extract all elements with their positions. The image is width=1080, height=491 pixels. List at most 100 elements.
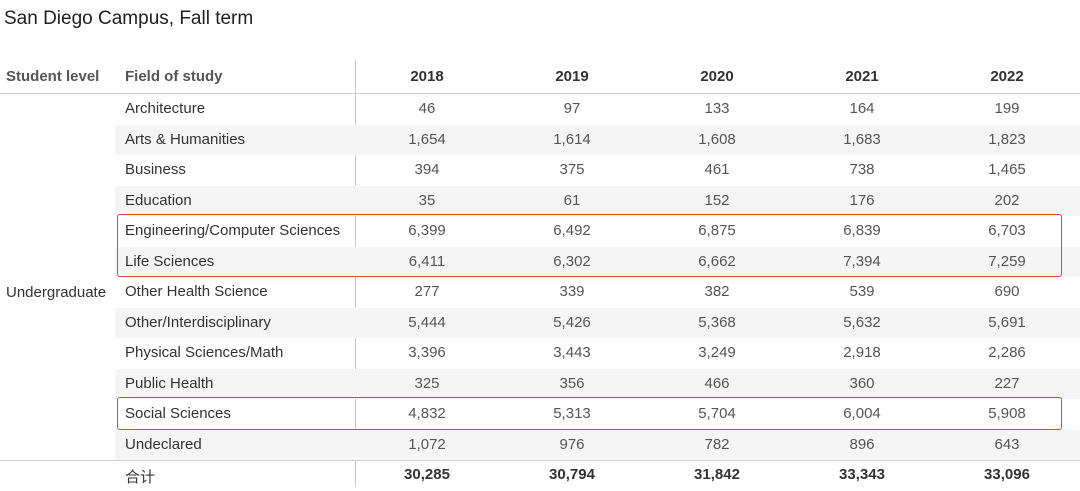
value-2021: 7,394 (843, 252, 881, 270)
value-2022: 643 (994, 435, 1020, 453)
total-divider (0, 460, 1080, 461)
table-row: Undeclared 1,072 976 782 896 643 (115, 429, 1080, 460)
table-row: Engineering/Computer Sciences 6,399 6,492 6… (115, 216, 1080, 247)
value-2021: 176 (849, 191, 875, 209)
value-2018: 325 (414, 374, 440, 392)
value-2022: 7,259 (988, 252, 1026, 270)
value-2019: 6,492 (553, 222, 591, 239)
value-2021: 539 (849, 283, 875, 300)
highlight-box (117, 397, 1062, 430)
value-2021: 738 (849, 161, 875, 178)
field-label: Life Sciences (125, 252, 215, 270)
value-2021: 1,683 (843, 130, 881, 148)
value-2021: 6,004 (843, 405, 881, 422)
value-2019: 97 (563, 100, 581, 117)
total-value-2019: 30,794 (549, 466, 595, 483)
value-2018: 5,444 (408, 313, 446, 331)
value-2019: 6,302 (553, 252, 591, 270)
value-2018: 46 (418, 100, 436, 117)
chart-title: San Diego Campus, Fall term (4, 8, 254, 29)
total-value-2020: 31,842 (694, 466, 740, 483)
value-2020: 1,608 (698, 130, 736, 148)
value-2020: 133 (704, 100, 730, 117)
value-2021: 164 (849, 100, 875, 117)
field-label: Public Health (125, 374, 214, 392)
value-2018: 4,832 (408, 405, 446, 422)
table-row: Life Sciences 6,411 6,302 6,662 7,394 7,259 (115, 246, 1080, 277)
total-value-2018: 30,285 (404, 466, 450, 483)
field-label: Physical Sciences/Math (125, 344, 284, 361)
value-2018: 3,396 (408, 344, 446, 361)
header-year-2018: 2018 (410, 68, 444, 85)
header-year-2021: 2021 (845, 68, 879, 85)
table-row: Education 35 61 152 176 202 (115, 185, 1080, 216)
value-2020: 3,249 (698, 344, 736, 361)
header-divider (0, 93, 1080, 94)
value-2020: 6,875 (698, 222, 736, 239)
value-2018: 1,072 (408, 435, 446, 453)
value-2021: 360 (849, 374, 875, 392)
table-row: Architecture 46 97 133 164 199 (115, 94, 1080, 125)
value-2022: 2,286 (988, 344, 1026, 361)
table-row: Physical Sciences/Math 3,396 3,443 3,249 2,9… (115, 338, 1080, 369)
value-2022: 202 (994, 191, 1020, 209)
table-row: Public Health 325 356 466 360 227 (115, 368, 1080, 399)
value-2018: 6,411 (408, 252, 446, 270)
value-2019: 3,443 (553, 344, 591, 361)
value-2018: 1,654 (408, 130, 446, 148)
table-row: Other Health Science 277 339 382 539 690 (115, 277, 1080, 308)
field-label: Education (125, 191, 192, 209)
value-2021: 2,918 (843, 344, 881, 361)
table-row: Business 394 375 461 738 1,465 (115, 155, 1080, 186)
field-label: Social Sciences (125, 405, 231, 422)
value-2020: 5,368 (698, 313, 736, 331)
value-2018: 6,399 (408, 222, 446, 239)
value-2022: 6,703 (988, 222, 1026, 239)
header-year-2020: 2020 (700, 68, 734, 85)
value-2022: 5,691 (988, 313, 1026, 331)
value-2019: 5,426 (553, 313, 591, 331)
student-level-undergraduate: Undergraduate (6, 284, 107, 301)
value-2020: 782 (704, 435, 730, 453)
total-value-2022: 33,096 (984, 466, 1030, 483)
value-2019: 5,313 (553, 405, 591, 422)
value-2020: 152 (704, 191, 730, 209)
value-2020: 382 (704, 283, 730, 300)
value-2019: 61 (563, 191, 581, 209)
value-2021: 896 (849, 435, 875, 453)
value-2021: 5,632 (843, 313, 881, 331)
field-label: Engineering/Computer Sciences (125, 222, 341, 239)
total-label: 合计 (125, 469, 156, 486)
value-2019: 375 (559, 161, 585, 178)
field-label: Business (125, 161, 186, 178)
value-2019: 976 (559, 435, 585, 453)
value-2018: 277 (414, 283, 440, 300)
value-2020: 461 (704, 161, 730, 178)
value-2022: 1,823 (988, 130, 1026, 148)
header-field-of-study: Field of study (125, 68, 223, 85)
field-label: Other/Interdisciplinary (125, 313, 271, 331)
value-2021: 6,839 (843, 222, 881, 239)
value-2020: 6,662 (698, 252, 736, 270)
field-label: Architecture (125, 100, 206, 117)
value-2022: 199 (994, 100, 1020, 117)
value-2020: 5,704 (698, 405, 736, 422)
highlight-box (117, 214, 1062, 277)
field-label: Undeclared (125, 435, 202, 453)
value-2019: 1,614 (553, 130, 591, 148)
table-row: Other/Interdisciplinary 5,444 5,426 5,368 5,… (115, 307, 1080, 338)
value-2019: 339 (559, 283, 585, 300)
field-label: Arts & Humanities (125, 130, 246, 148)
value-2022: 227 (994, 374, 1020, 392)
table-row: Social Sciences 4,832 5,313 5,704 6,004 5,908 (115, 399, 1080, 430)
header-year-2019: 2019 (555, 68, 589, 85)
field-label: Other Health Science (125, 283, 268, 300)
value-2022: 690 (994, 283, 1020, 300)
value-2018: 35 (418, 191, 436, 209)
value-2019: 356 (559, 374, 585, 392)
value-2018: 394 (414, 161, 440, 178)
value-2020: 466 (704, 374, 730, 392)
value-2022: 1,465 (988, 161, 1026, 178)
value-2022: 5,908 (988, 405, 1026, 422)
header-student-level: Student level (6, 68, 100, 85)
